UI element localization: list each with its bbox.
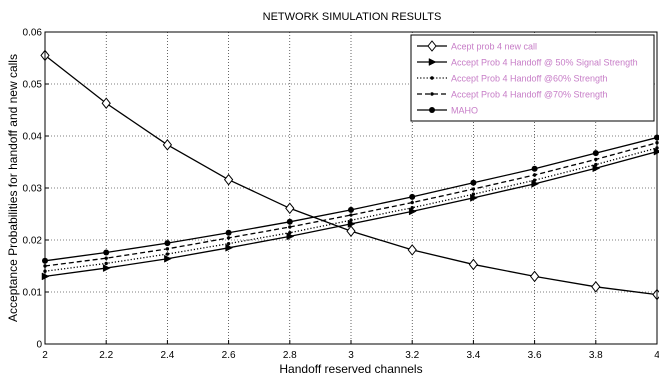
data-point bbox=[468, 258, 479, 271]
series-line bbox=[44, 147, 658, 272]
data-point bbox=[592, 150, 599, 157]
x-tick-label: 2.8 bbox=[283, 350, 297, 361]
x-tick-label: 3 bbox=[348, 350, 354, 361]
series-layer bbox=[40, 49, 659, 301]
data-point bbox=[102, 264, 111, 272]
data-point bbox=[347, 219, 356, 228]
x-tick-label: 2.4 bbox=[160, 350, 174, 361]
data-point bbox=[104, 261, 108, 266]
legend-label: Accept Prob 4 Handoff @ 50% Signal Stren… bbox=[451, 58, 638, 68]
data-point bbox=[101, 97, 111, 110]
legend-item: Acept prob 4 new call bbox=[417, 40, 537, 52]
x-tick-label: 2 bbox=[42, 350, 48, 361]
data-point bbox=[470, 179, 477, 186]
legend-label: Acept prob 4 new call bbox=[451, 42, 537, 52]
x-tick-label: 2.6 bbox=[222, 350, 236, 361]
data-point bbox=[592, 164, 601, 173]
data-point bbox=[286, 232, 295, 241]
data-point bbox=[286, 218, 293, 225]
data-point bbox=[531, 165, 538, 172]
legend-label: Accept Prob 4 Handoff @70% Strength bbox=[451, 90, 608, 100]
legend-item: MAHO bbox=[417, 106, 478, 116]
data-point bbox=[104, 256, 108, 260]
y-tick-label: 0.05 bbox=[23, 80, 43, 91]
data-point bbox=[223, 173, 234, 186]
series-5 bbox=[42, 134, 659, 264]
x-tick-label: 3.6 bbox=[528, 350, 542, 361]
legend-box bbox=[410, 34, 655, 122]
data-point bbox=[410, 200, 414, 205]
data-point bbox=[288, 225, 292, 229]
ticks: 2 2.2 2.4 2.6 2.8 3 3.2 3.4 3.6 3.8 4 0 0.01 0.02 0.03… bbox=[23, 28, 659, 362]
data-point bbox=[407, 244, 417, 256]
data-point bbox=[165, 252, 170, 256]
data-point bbox=[164, 254, 172, 263]
data-point bbox=[226, 236, 231, 240]
y-tick-label: 0.06 bbox=[23, 28, 43, 39]
data-point bbox=[532, 178, 537, 182]
data-point bbox=[430, 92, 434, 96]
data-point bbox=[430, 76, 434, 80]
x-tick-label: 2.2 bbox=[99, 350, 113, 361]
data-point bbox=[471, 187, 476, 191]
y-tick-label: 0 bbox=[36, 340, 42, 351]
data-point bbox=[349, 213, 353, 217]
data-point bbox=[162, 139, 173, 151]
data-point bbox=[410, 206, 414, 210]
data-point bbox=[427, 40, 437, 52]
legend-label: Accept Prob 4 Handoff @60% Strength bbox=[451, 74, 608, 84]
y-tick-label: 0.03 bbox=[23, 184, 43, 195]
data-point bbox=[531, 179, 540, 188]
data-point bbox=[288, 231, 292, 235]
data-point bbox=[429, 107, 435, 113]
data-point bbox=[408, 207, 417, 216]
x-tick-label: 3.8 bbox=[589, 350, 603, 361]
data-point bbox=[470, 193, 478, 202]
legend: Acept prob 4 new call Accept Prob 4 Hando… bbox=[410, 34, 655, 122]
data-point bbox=[103, 249, 110, 256]
legend-item: Accept Prob 4 Handoff @60% Strength bbox=[417, 74, 608, 84]
series-2 bbox=[41, 147, 659, 281]
data-point bbox=[594, 162, 598, 167]
data-point bbox=[226, 241, 231, 246]
data-point bbox=[349, 218, 353, 222]
data-point bbox=[346, 225, 356, 237]
legend-item: Accept Prob 4 Handoff @ 50% Signal Stren… bbox=[417, 58, 638, 68]
data-point bbox=[591, 280, 601, 293]
data-point bbox=[285, 202, 295, 215]
legend-label: MAHO bbox=[451, 106, 478, 116]
data-point bbox=[532, 173, 537, 177]
data-point bbox=[225, 243, 234, 252]
y-tick-label: 0.04 bbox=[23, 132, 43, 143]
series-4 bbox=[43, 141, 659, 268]
data-point bbox=[594, 157, 598, 162]
data-point bbox=[164, 240, 171, 247]
series-1 bbox=[40, 49, 659, 301]
legend-item: Accept Prob 4 Handoff @70% Strength bbox=[417, 90, 608, 100]
chart-title: NETWORK SIMULATION RESULTS bbox=[263, 11, 442, 23]
x-tick-label: 4 bbox=[654, 350, 659, 361]
data-point bbox=[428, 58, 437, 66]
data-point bbox=[529, 270, 540, 283]
data-point bbox=[409, 193, 416, 200]
y-axis-label: Acceptance Probabilities for handoff and… bbox=[6, 54, 20, 322]
y-tick-label: 0.01 bbox=[23, 288, 43, 299]
data-point bbox=[225, 229, 232, 236]
x-tick-label: 3.4 bbox=[466, 350, 480, 361]
data-point bbox=[348, 206, 354, 213]
data-point bbox=[165, 247, 170, 251]
data-point bbox=[471, 192, 476, 196]
x-axis-label: Handoff reserved channels bbox=[279, 362, 422, 376]
y-tick-label: 0.02 bbox=[23, 236, 43, 247]
x-tick-label: 3.2 bbox=[405, 350, 419, 361]
series-3 bbox=[43, 146, 659, 273]
